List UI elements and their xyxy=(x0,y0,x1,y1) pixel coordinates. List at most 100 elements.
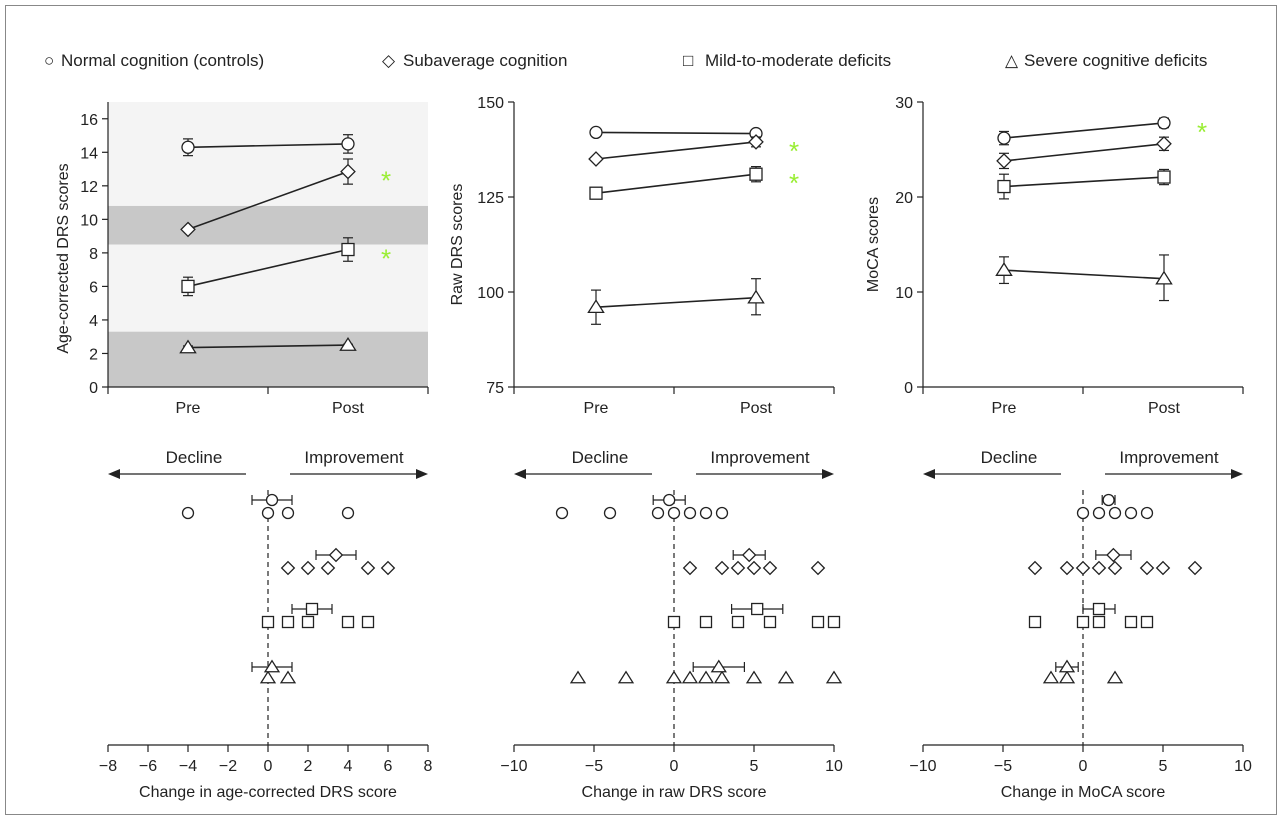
data-point xyxy=(279,670,297,684)
y-tick-label: 16 xyxy=(80,112,98,129)
improvement-label: Improvement xyxy=(1119,448,1218,467)
series-line xyxy=(595,141,757,160)
series-line xyxy=(1003,143,1165,162)
series-severe xyxy=(179,336,357,354)
group-severe xyxy=(569,659,843,684)
mean-point xyxy=(328,547,344,563)
decline-arrow-head xyxy=(514,469,526,479)
data-point xyxy=(588,151,604,167)
data-point xyxy=(1091,560,1107,576)
data-point xyxy=(380,560,396,576)
data-point xyxy=(715,506,729,520)
panel-bottom_moca: Decline Improvement −10 −5 0 5 10 Change in MoC… xyxy=(909,448,1252,801)
mean-point xyxy=(663,493,676,507)
series-normal xyxy=(589,125,763,141)
y-tick-label: 150 xyxy=(477,95,504,112)
decline-arrow-head xyxy=(108,469,120,479)
y-tick-label: 0 xyxy=(89,380,98,397)
x-tick-label: 4 xyxy=(344,758,353,775)
group-severe xyxy=(1042,659,1124,684)
data-point xyxy=(261,615,275,629)
group-severe xyxy=(251,659,297,684)
data-point xyxy=(995,262,1013,276)
legend-item-mild: □ Mild-to-moderate deficits xyxy=(683,51,891,70)
data-point xyxy=(777,670,795,684)
data-point xyxy=(589,186,603,200)
data-point xyxy=(1157,170,1171,184)
data-point xyxy=(361,615,375,629)
series-line xyxy=(187,143,349,149)
decline-label: Decline xyxy=(981,448,1038,467)
panel-bottom_drs_raw: Decline Improvement −10 −5 0 5 10 Change in raw… xyxy=(500,448,843,801)
series-subaverage xyxy=(996,135,1172,170)
data-point xyxy=(651,506,665,520)
x-tick-label: Post xyxy=(332,400,365,417)
x-tick-label: 5 xyxy=(750,758,759,775)
series-line xyxy=(187,170,349,231)
x-tick-label: Pre xyxy=(992,400,1017,417)
y-tick-label: 6 xyxy=(89,279,98,296)
x-tick-label: Post xyxy=(1148,400,1181,417)
data-point xyxy=(745,670,763,684)
data-point xyxy=(1058,670,1076,684)
data-point xyxy=(341,137,355,151)
panel-top_drs_age: 0 2 4 6 8 10 12 14 16 Pre Post Age-corrected DRS sc… xyxy=(55,102,429,417)
data-point xyxy=(1187,560,1203,576)
data-point xyxy=(730,560,746,576)
data-point xyxy=(1092,506,1106,520)
data-point xyxy=(682,560,698,576)
improvement-label: Improvement xyxy=(304,448,403,467)
data-point xyxy=(811,615,825,629)
data-point xyxy=(617,670,635,684)
data-point xyxy=(587,299,605,314)
series-line xyxy=(1003,269,1165,280)
legend-symbol-severe: △ xyxy=(1005,51,1019,70)
x-tick-label: 0 xyxy=(1079,758,1088,775)
y-tick-label: 2 xyxy=(89,346,98,363)
mean-point xyxy=(1106,547,1121,563)
improvement-arrow-head xyxy=(416,469,428,479)
data-point xyxy=(1108,506,1122,520)
data-point xyxy=(667,506,681,520)
data-point xyxy=(281,506,295,520)
series-severe xyxy=(995,254,1173,302)
series-line xyxy=(595,173,757,194)
data-point xyxy=(997,131,1011,145)
data-point xyxy=(827,615,841,629)
group-normal xyxy=(1076,493,1154,520)
y-tick-label: 12 xyxy=(80,179,98,196)
data-point xyxy=(1076,506,1090,520)
mean-point xyxy=(263,659,281,673)
data-point xyxy=(1027,560,1043,576)
data-point xyxy=(340,163,356,180)
y-tick-label: 20 xyxy=(895,190,913,207)
panel-top_moca: 0 10 20 30 Pre Post MoCA scores * xyxy=(865,95,1244,417)
significance-star: * xyxy=(1197,117,1207,147)
data-point xyxy=(180,221,196,238)
data-point xyxy=(339,336,357,351)
x-tick-label: −5 xyxy=(585,758,603,775)
x-tick-label: −5 xyxy=(994,758,1012,775)
data-point xyxy=(699,506,713,520)
data-point xyxy=(762,560,778,576)
legend-item-severe: △ Severe cognitive deficits xyxy=(1005,51,1207,70)
decline-label: Decline xyxy=(572,448,629,467)
significance-star: * xyxy=(789,168,799,198)
data-point xyxy=(1155,560,1171,576)
y-tick-label: 30 xyxy=(895,95,913,112)
x-tick-label: 2 xyxy=(304,758,313,775)
data-point xyxy=(1124,615,1138,629)
group-normal xyxy=(555,493,729,520)
x-tick-label: −10 xyxy=(909,758,936,775)
series-line xyxy=(1003,176,1165,188)
x-tick-label: 0 xyxy=(264,758,273,775)
data-point xyxy=(603,506,617,520)
legend-symbol-mild: □ xyxy=(683,51,693,70)
x-tick-label: Pre xyxy=(176,400,201,417)
x-tick-label: 10 xyxy=(1234,758,1252,775)
data-point xyxy=(280,560,296,576)
improvement-arrow-head xyxy=(822,469,834,479)
data-point xyxy=(699,615,713,629)
series-line xyxy=(187,248,349,288)
